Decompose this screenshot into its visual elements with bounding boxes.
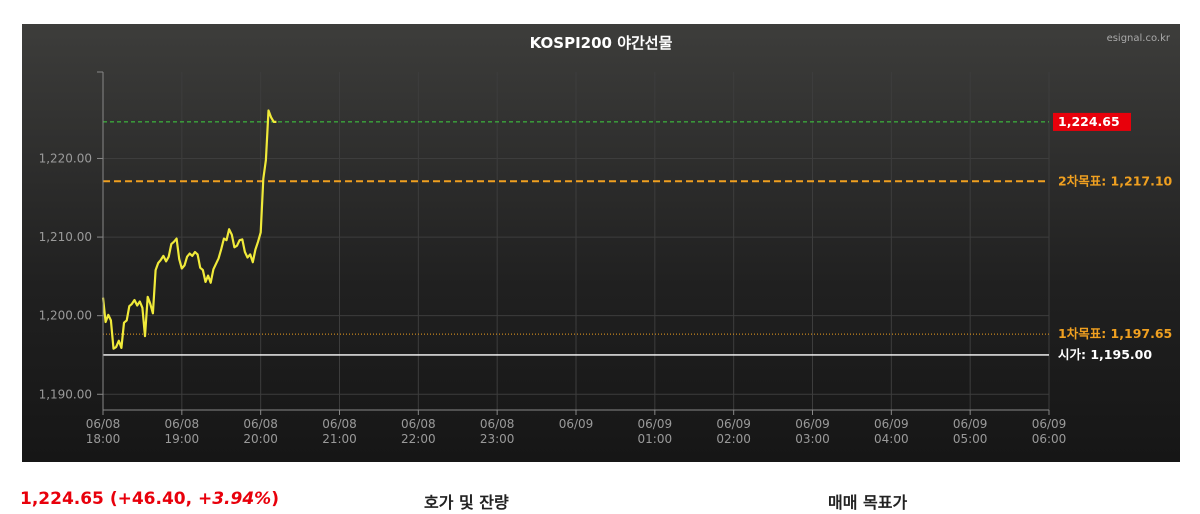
x-tick-time: 05:00	[953, 432, 988, 446]
reference-labels: 1,224.65 2차목표: 1,217.10 1차목표: 1,197.65 시가: …	[1053, 112, 1173, 362]
x-tick-time: 06:00	[1032, 432, 1067, 446]
grid	[103, 72, 1050, 410]
x-tick-date: 06/09	[559, 417, 594, 431]
series-layer	[101, 109, 277, 350]
reference-label: 시가: 1,195.00	[1058, 347, 1152, 362]
x-tick-date: 06/09	[874, 417, 909, 431]
y-tick-label: 1,200.00	[39, 309, 92, 323]
reference-label: 1차목표: 1,197.65	[1058, 326, 1172, 341]
price-quote: 1,224.65 (+46.40, +3.94%)	[20, 489, 279, 509]
y-tick-label: 1,190.00	[39, 387, 92, 401]
x-tick-date: 06/09	[795, 417, 830, 431]
x-tick-time: 21:00	[322, 432, 357, 446]
trade-targets-link[interactable]: 매매 목표가	[828, 493, 908, 512]
reference-label: 1,224.65	[1058, 114, 1120, 129]
x-tick-date: 06/08	[480, 417, 515, 431]
x-tick-date: 06/09	[1032, 417, 1067, 431]
price-change-close: )	[271, 489, 279, 509]
x-tick-time: 02:00	[716, 432, 751, 446]
x-tick-time: 04:00	[874, 432, 909, 446]
x-tick-date: 06/08	[86, 417, 121, 431]
line-chart: KOSPI200 야간선물 esignal.co.kr 1,190.00 1,20…	[22, 24, 1180, 462]
x-tick-time: 23:00	[480, 432, 515, 446]
reference-label: 2차목표: 1,217.10	[1058, 173, 1173, 188]
x-tick-time: 19:00	[165, 432, 200, 446]
chart-panel: KOSPI200 야간선물 esignal.co.kr 1,190.00 1,20…	[22, 24, 1180, 462]
x-tick-time: 18:00	[86, 432, 121, 446]
x-tick-time: 22:00	[401, 432, 436, 446]
orderbook-link[interactable]: 호가 및 잔량	[424, 493, 509, 512]
current-price: 1,224.65	[20, 489, 104, 509]
reference-lines	[103, 121, 1049, 356]
chart-background	[22, 24, 1180, 462]
y-tick-label: 1,210.00	[39, 230, 92, 244]
x-tick-date: 06/08	[322, 417, 357, 431]
x-tick-date: 06/09	[716, 417, 751, 431]
x-tick-date: 06/09	[638, 417, 673, 431]
x-tick-time: 01:00	[638, 432, 673, 446]
x-tick-date: 06/09	[953, 417, 988, 431]
price-change-percent: +3.94%	[197, 489, 272, 509]
price-line	[101, 109, 277, 350]
x-tick-date: 06/08	[165, 417, 200, 431]
axes: 1,190.001,200.001,210.001,220.0006/0818:…	[39, 71, 1067, 446]
x-tick-time: 03:00	[795, 432, 830, 446]
x-tick-date: 06/08	[401, 417, 436, 431]
price-badge	[1053, 112, 1131, 131]
x-tick-time: 20:00	[243, 432, 278, 446]
y-tick-label: 1,220.00	[39, 151, 92, 165]
price-change: (+46.40,	[109, 489, 198, 509]
x-tick-date: 06/08	[243, 417, 278, 431]
summary-bar: 1,224.65 (+46.40, +3.94%) 호가 및 잔량 매매 목표가	[0, 486, 1200, 514]
chart-source: esignal.co.kr	[1107, 33, 1171, 44]
chart-title: KOSPI200 야간선물	[530, 34, 673, 52]
